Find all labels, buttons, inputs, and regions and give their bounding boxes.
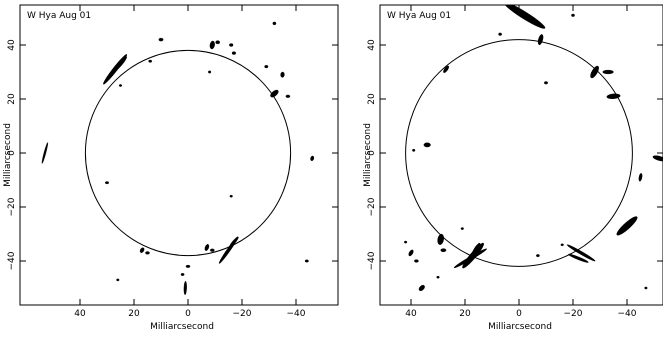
maser-spot — [471, 242, 481, 258]
maser-spot — [404, 240, 408, 244]
y-tick-label: −20 — [367, 197, 377, 216]
y-tick-label: −20 — [7, 197, 17, 216]
maser-spot — [408, 249, 414, 257]
y-axis-label: Milliarcsecond — [3, 123, 13, 187]
maser-spot — [270, 89, 279, 98]
x-axis-label: Milliarcsecond — [150, 322, 214, 332]
maser-spot — [139, 247, 145, 253]
maser-spot — [443, 65, 449, 73]
y-tick-label: −40 — [7, 251, 17, 270]
maser-spot — [229, 43, 234, 47]
reference-circle — [84, 49, 292, 257]
y-tick-label: 40 — [7, 39, 17, 51]
x-tick-label: 40 — [74, 309, 86, 319]
maser-spot — [414, 259, 419, 263]
y-tick-label: 20 — [7, 93, 17, 105]
maser-spot — [544, 81, 548, 85]
x-tick-label: 40 — [405, 309, 417, 319]
y-tick-label: 20 — [367, 93, 377, 105]
maser-spot — [638, 173, 643, 182]
maser-spot — [280, 71, 285, 78]
x-tick-label: 0 — [516, 309, 522, 319]
y-tick-label: 0 — [367, 150, 377, 156]
y-axis-label: Milliarcsecond — [363, 123, 373, 187]
maser-spot — [180, 273, 185, 276]
maser-spot — [310, 155, 315, 161]
maser-spot — [616, 216, 638, 236]
maser-spot — [536, 254, 540, 258]
maser-spot — [418, 284, 425, 292]
y-tick-label: 40 — [367, 39, 377, 51]
maser-spot — [105, 181, 109, 185]
maser-spot — [145, 251, 150, 255]
x-axis-label: Milliarcsecond — [488, 322, 552, 332]
chart-panel-left: W Hya Aug 01 40 20 0 −20 −40 −40 −20 0 20 40 Mil… — [3, 4, 339, 332]
maser-spot — [210, 248, 215, 252]
maser-spot — [183, 281, 187, 295]
chart-panel-right: W Hya Aug 01 40 20 0 −20 −40 −40 −20 0 20 40 Mil… — [363, 4, 663, 332]
maser-spot — [148, 59, 153, 63]
maser-spot — [590, 65, 599, 79]
maser-spot — [560, 243, 564, 247]
maser-spot — [158, 37, 164, 42]
x-tick-label: 0 — [185, 309, 191, 319]
maser-spot — [114, 56, 127, 72]
maser-spot — [231, 51, 236, 55]
maser-spot — [229, 236, 239, 248]
maser-spot — [229, 194, 233, 198]
maser-spot — [209, 40, 215, 50]
maser-spot — [437, 233, 444, 245]
maser-spot — [602, 69, 614, 75]
plot-area — [404, 5, 663, 292]
maser-spot — [568, 253, 589, 263]
x-tick-label: −40 — [618, 309, 637, 319]
reference-circle — [405, 39, 633, 267]
x-tick-labels: 40 20 0 −20 −40 — [405, 309, 636, 319]
plot-frame — [379, 4, 663, 306]
maser-spot — [652, 155, 663, 162]
x-tick-label: 20 — [459, 309, 471, 319]
maser-spot — [118, 84, 123, 87]
y-tick-labels: −40 −20 0 20 40 — [7, 39, 17, 270]
maser-spot — [503, 5, 546, 29]
maser-spot — [285, 94, 291, 98]
maser-spot — [208, 70, 212, 74]
maser-spot — [185, 264, 191, 268]
plot-area — [41, 21, 315, 295]
chart-title: W Hya Aug 01 — [27, 11, 91, 21]
maser-spot — [498, 32, 502, 36]
maser-spot — [460, 227, 464, 230]
maser-spot — [272, 21, 277, 26]
maser-spot — [116, 278, 120, 282]
maser-spot — [453, 248, 487, 269]
x-tick-label: −20 — [564, 309, 583, 319]
maser-spot — [537, 34, 544, 46]
maser-spot — [423, 142, 431, 148]
maser-spot — [204, 244, 210, 251]
x-tick-label: −20 — [233, 309, 252, 319]
x-tick-label: −40 — [287, 309, 306, 319]
chart-title: W Hya Aug 01 — [387, 11, 451, 21]
maser-spot — [606, 93, 621, 99]
maser-spot — [215, 40, 220, 45]
maser-spot — [41, 142, 49, 164]
plot-frame — [19, 4, 339, 306]
maser-spot — [571, 13, 575, 17]
x-tick-labels: 40 20 0 −20 −40 — [74, 309, 305, 319]
maser-spot — [264, 65, 269, 69]
maser-spot — [304, 259, 309, 263]
y-tick-label: 0 — [7, 150, 17, 156]
maser-spot — [566, 244, 596, 262]
maser-spot — [440, 248, 447, 253]
y-tick-labels: −40 −20 0 20 40 — [367, 39, 377, 270]
maser-spot — [644, 286, 648, 290]
maser-spot — [436, 275, 440, 279]
x-tick-label: 20 — [128, 309, 140, 319]
y-tick-label: −40 — [367, 251, 377, 270]
maser-spot — [412, 148, 416, 152]
